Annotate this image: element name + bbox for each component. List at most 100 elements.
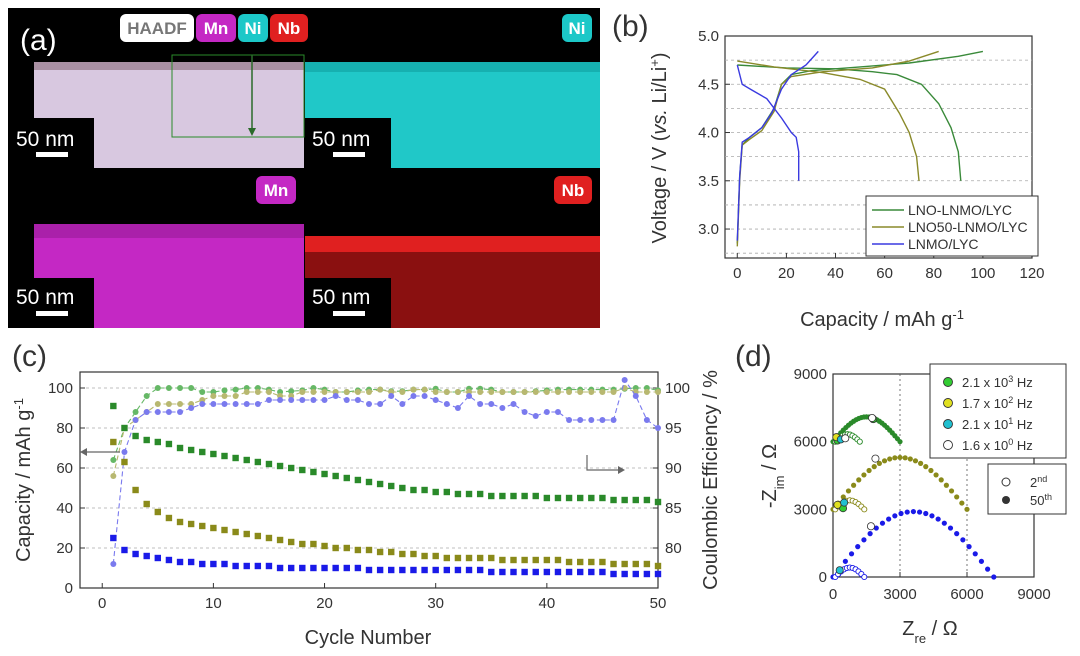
capacity-point: [476, 490, 484, 498]
y2-tick-label: 95: [665, 420, 682, 437]
impedance-50th-point: [928, 467, 934, 474]
capacity-point: [554, 494, 562, 502]
capacity-point: [221, 452, 228, 460]
impedance-50th-point: [866, 467, 872, 474]
capacity-point: [410, 566, 417, 574]
impedance-50th-point: [959, 500, 965, 506]
capacity-point: [176, 558, 184, 566]
impedance-50th-point: [916, 509, 923, 515]
efficiency-point: [354, 389, 361, 395]
capacity-point: [632, 496, 639, 504]
capacity-point: [576, 568, 584, 576]
impedance-50th-point: [856, 477, 862, 483]
capacity-point: [432, 566, 439, 574]
x-tick-label: 0: [98, 595, 106, 612]
efficiency-point: [143, 409, 150, 415]
y-tick-label: 3000: [794, 501, 827, 518]
impedance-50th-point: [918, 460, 924, 466]
scale-bar-label: 50 nm: [16, 128, 74, 151]
series-discharge-line: [737, 60, 920, 181]
capacity-point: [410, 486, 417, 494]
impedance-50th-point: [897, 439, 903, 445]
capacity-point: [276, 536, 284, 544]
efficiency-point: [499, 405, 506, 411]
scale-bar-label: 50 nm: [16, 286, 74, 309]
efficiency-point: [388, 393, 395, 399]
capacity-point: [110, 402, 117, 410]
impedance-50th-point: [964, 506, 970, 512]
impedance-50th-point: [954, 531, 960, 537]
capacity-point: [465, 490, 473, 498]
y2-tick-label: 90: [665, 460, 682, 477]
capacity-point: [221, 560, 228, 568]
efficiency-point: [243, 389, 250, 395]
efficiency-point: [121, 449, 128, 455]
frequency-marker: [868, 413, 877, 422]
scale-bar: [36, 152, 68, 157]
capacity-point: [176, 518, 184, 526]
capacity-point: [332, 544, 339, 552]
efficiency-point: [566, 389, 573, 395]
capacity-point: [154, 554, 162, 562]
plot-d-freq-legend-items: 2.1 x 103 Hz 1.7 x 102 Hz 2.1 x 101 Hz 1.6 …: [943, 374, 1033, 453]
legend-label-2: LNO50-LNMO/LYC: [908, 219, 1028, 235]
plot-b-frame: [724, 35, 1033, 259]
efficiency-point: [154, 385, 161, 391]
ni-tag-2: Ni: [569, 19, 586, 38]
efficiency-point: [177, 401, 184, 407]
scale-bar: [333, 152, 365, 157]
efficiency-point: [655, 425, 661, 431]
efficiency-point: [432, 389, 439, 395]
capacity-point: [610, 570, 617, 578]
y2-tick-label: 100: [665, 380, 690, 397]
efficiency-point: [621, 377, 628, 383]
efficiency-point: [643, 417, 650, 423]
series-discharge-line: [736, 64, 800, 181]
efficiency-point: [265, 397, 272, 403]
impedance-50th-point: [887, 456, 893, 462]
capacity-point: [321, 542, 328, 550]
efficiency-point: [655, 389, 661, 395]
efficiency-point: [554, 409, 561, 415]
capacity-axis-arrow-head: [80, 448, 87, 456]
impedance-50th-point: [978, 558, 985, 564]
impedance-50th-point: [902, 455, 908, 461]
mn-tag: Mn: [204, 19, 229, 38]
efficiency-point: [377, 401, 384, 407]
capacity-point: [287, 538, 295, 546]
efficiency-point: [588, 417, 595, 423]
impedance-50th-point: [907, 456, 913, 462]
impedance-50th-point: [898, 510, 904, 517]
capacity-point: [265, 460, 273, 468]
efficiency-point: [499, 389, 506, 395]
x-tick-label: 60: [876, 265, 893, 282]
plot-c-ylabel: Capacity / mAh g-1: [11, 398, 36, 562]
capacity-point: [199, 522, 206, 530]
capacity-point: [621, 560, 628, 568]
efficiency-axis-arrow-head: [618, 466, 625, 474]
capacity-point: [332, 564, 339, 572]
efficiency-point: [454, 405, 461, 411]
capacity-point: [265, 534, 273, 542]
mn-tag-bg: [196, 14, 236, 42]
efficiency-point: [243, 401, 250, 407]
capacity-point: [310, 564, 317, 572]
capacity-point: [654, 498, 662, 506]
capacity-point: [187, 446, 195, 454]
efficiency-line: [112, 387, 658, 477]
capacity-point: [532, 568, 539, 576]
efficiency-point: [199, 401, 206, 407]
capacity-point: [287, 464, 295, 472]
capacity-point: [354, 546, 362, 554]
capacity-point: [265, 562, 273, 570]
ni-tag: Ni: [245, 19, 262, 38]
capacity-point: [465, 566, 473, 574]
panel-d: (d) 0 3000 6000 9000 0 3000 6000 9000 Zre / Ω -…: [735, 340, 1067, 646]
capacity-point: [276, 564, 284, 572]
impedance-50th-point: [886, 516, 892, 522]
capacity-point: [388, 548, 395, 556]
efficiency-point: [366, 389, 372, 395]
ni-surface: [305, 62, 600, 72]
plot-c-ticks: 0 10 20 30 40 50 0 20 40 60 80 100 80 85 90 95 100: [48, 380, 690, 612]
